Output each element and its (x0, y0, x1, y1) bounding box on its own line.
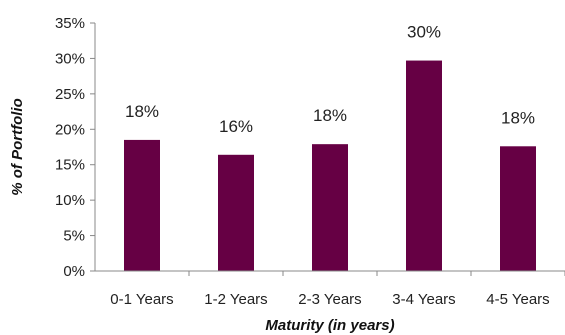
data-label: 18% (313, 106, 347, 125)
x-tick-label: 3-4 Years (392, 291, 455, 308)
x-axis-title: Maturity (in years) (265, 317, 394, 334)
bar (406, 60, 442, 271)
y-tick-label: 0% (63, 263, 85, 280)
bar (218, 154, 254, 271)
y-tick-label: 15% (55, 157, 85, 174)
y-axis-ticks: 0% 5% 10% 15% 20% 25% 30% 35% (55, 15, 95, 280)
bar (312, 144, 348, 271)
axes (94, 23, 565, 272)
x-tick-label: 0-1 Years (110, 291, 173, 308)
data-label: 30% (407, 23, 441, 42)
x-axis-ticks: 0-1 Years 1-2 Years 2-3 Years 3-4 Years 4-5 … (110, 271, 565, 308)
data-label: 18% (125, 102, 159, 121)
x-tick-label: 2-3 Years (298, 291, 361, 308)
y-tick-label: 35% (55, 15, 85, 32)
y-axis-title: % of Portfolio (9, 98, 26, 196)
data-label: 16% (219, 117, 253, 136)
y-tick-label: 5% (63, 228, 85, 245)
bar (500, 146, 536, 271)
y-tick-label: 25% (55, 86, 85, 103)
x-tick-label: 1-2 Years (204, 291, 267, 308)
data-labels: 18% 16% 18% 30% 18% (125, 23, 535, 136)
y-tick-label: 20% (55, 121, 85, 138)
bars (124, 60, 536, 271)
y-tick-label: 10% (55, 192, 85, 209)
data-label: 18% (501, 108, 535, 127)
bar (124, 139, 160, 271)
y-tick-label: 30% (55, 50, 85, 67)
x-tick-label: 4-5 Years (486, 291, 549, 308)
